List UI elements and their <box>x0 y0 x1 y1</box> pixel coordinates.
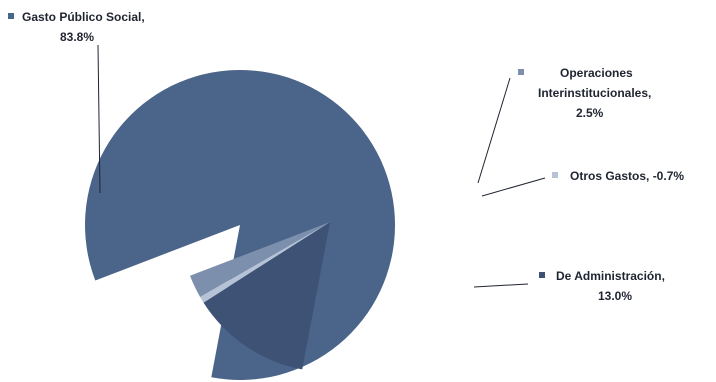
label-operaciones-line2: Interinstitucionales, <box>538 86 651 100</box>
legend-marker-de-administracion <box>539 272 545 278</box>
label-operaciones-line1: Operaciones <box>560 66 633 80</box>
leader-operaciones <box>477 77 511 184</box>
legend-marker-otros-gastos <box>552 172 558 178</box>
slice-otros-gastos <box>200 222 330 303</box>
slice-de-administracion <box>203 222 330 370</box>
leader-lines <box>97 44 546 288</box>
label-operaciones-interinstitucionales: Operaciones Interinstitucionales, 2.5% <box>518 66 651 120</box>
slice-operaciones-interinstitucionales <box>190 222 330 297</box>
leader-otros-gastos <box>481 177 546 197</box>
label-otros-gastos: Otros Gastos, -0.7% <box>552 169 684 183</box>
label-operaciones-value: 2.5% <box>576 106 604 120</box>
leader-de-administracion <box>473 283 529 288</box>
leader-gasto-publico-social <box>97 44 101 194</box>
label-de-administracion-name: De Administración, <box>556 269 665 283</box>
legend-marker-operaciones <box>518 69 524 75</box>
pie-slices <box>85 69 396 380</box>
label-de-administracion-value: 13.0% <box>598 289 632 303</box>
label-gasto-publico-social-name: Gasto Público Social, <box>22 10 145 24</box>
legend-marker-gasto-publico-social <box>8 13 14 19</box>
label-gasto-publico-social: Gasto Público Social, 83.8% <box>8 10 145 44</box>
label-gasto-publico-social-value: 83.8% <box>60 30 94 44</box>
slice-gasto-publico-social <box>85 69 396 380</box>
label-otros-gastos-text: Otros Gastos, -0.7% <box>570 169 684 183</box>
label-de-administracion: De Administración, 13.0% <box>539 269 665 303</box>
